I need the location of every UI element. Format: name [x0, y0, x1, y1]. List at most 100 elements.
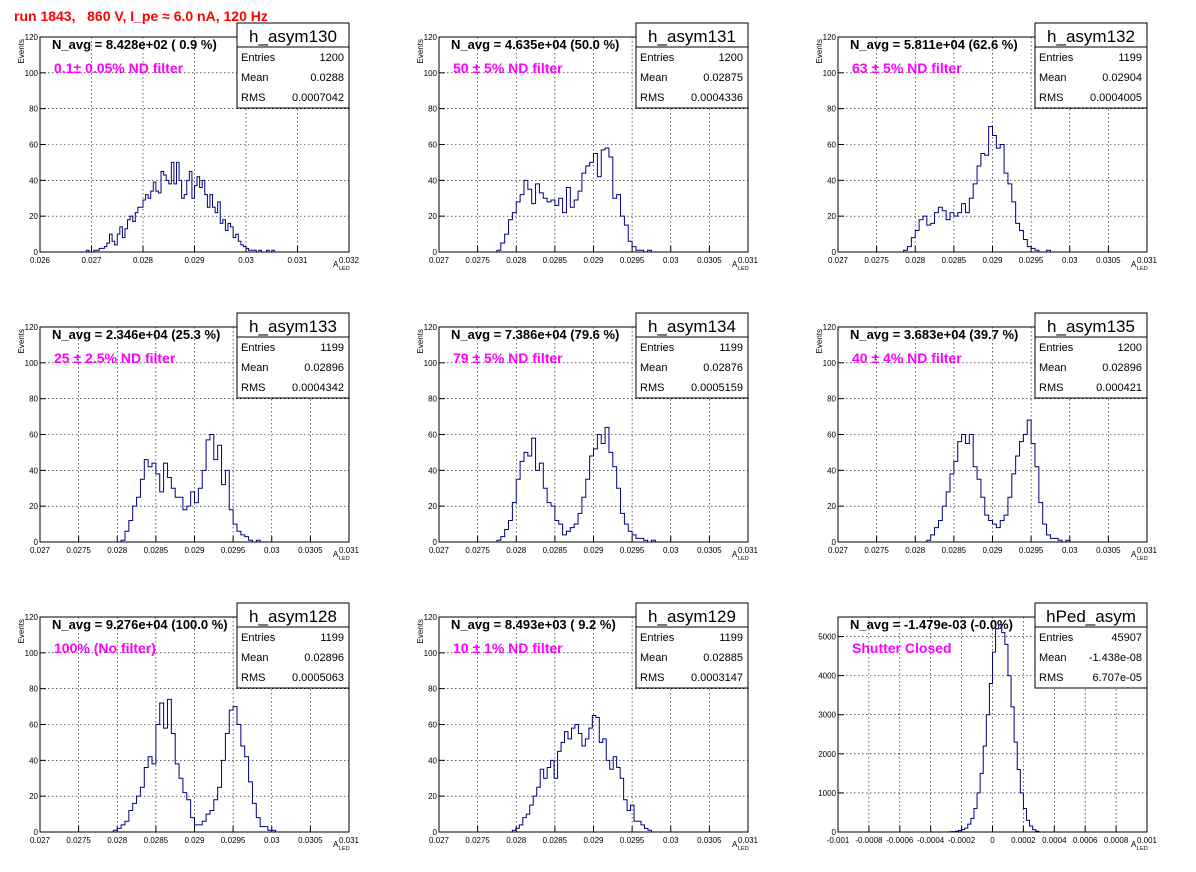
- stats-label: Mean: [1039, 362, 1067, 374]
- x-tick-label: 0.027: [429, 546, 450, 555]
- stats-value: 0.0003147: [691, 672, 743, 684]
- x-tick-label: 0.0275: [66, 836, 91, 845]
- x-tick-label: 0.0006: [1073, 836, 1098, 845]
- x-tick-label: 0.0295: [1019, 256, 1044, 265]
- x-axis-label: A: [732, 260, 738, 269]
- x-tick-label: 0.028: [107, 836, 128, 845]
- x-axis-label-subscript: LED: [738, 846, 749, 852]
- stats-title-box: [1034, 22, 1148, 48]
- y-tick-label: 100: [25, 69, 39, 78]
- navg-annotation: N_avg = 8.493e+03 ( 9.2 %): [451, 617, 616, 632]
- stats-box: [635, 336, 749, 399]
- x-tick-label: 0.028: [506, 256, 527, 265]
- x-tick-label: 0.0275: [465, 836, 490, 845]
- y-tick-label: 20: [827, 212, 836, 221]
- x-tick-label: 0.026: [30, 256, 51, 265]
- y-tick-label: 0: [832, 538, 837, 547]
- stats-label: RMS: [640, 382, 664, 394]
- y-tick-label: 4000: [818, 672, 836, 681]
- stats-value: 0.02896: [304, 362, 344, 374]
- stats-value: 45907: [1111, 632, 1142, 644]
- stats-label: RMS: [1039, 92, 1063, 104]
- stats-box: [236, 336, 350, 399]
- navg-annotation: N_avg = 5.811e+04 (62.6 %): [850, 37, 1018, 52]
- y-axis-label: Events: [815, 329, 824, 353]
- y-axis-label: Events: [17, 619, 26, 643]
- x-tick-label: 0.0305: [298, 546, 323, 555]
- stats-value: -1.438e-08: [1089, 652, 1142, 664]
- y-tick-label: 100: [424, 69, 438, 78]
- navg-annotation: N_avg = 9.276e+04 (100.0 %): [52, 617, 228, 632]
- y-tick-label: 80: [428, 395, 437, 404]
- x-tick-label: 0.031: [738, 546, 759, 555]
- histogram-series-h_asym134: [496, 426, 667, 543]
- x-tick-label: 0.029: [583, 836, 604, 845]
- x-tick-label: 0.0285: [942, 546, 967, 555]
- x-axis-label-subscript: LED: [738, 266, 749, 272]
- y-tick-label: 20: [29, 212, 38, 221]
- histogram-series-hPed_asym: [946, 624, 1040, 833]
- stats-value: 1200: [320, 52, 344, 64]
- y-tick-label: 100: [424, 359, 438, 368]
- x-tick-label: 0.0285: [543, 546, 568, 555]
- y-axis-label: Events: [17, 329, 26, 353]
- y-axis-label: Events: [416, 619, 425, 643]
- x-tick-label: 0.0004: [1042, 836, 1067, 845]
- histogram-name: h_asym131: [648, 27, 736, 46]
- x-tick-label: 0.03: [663, 836, 679, 845]
- x-tick-label: 0.029: [184, 256, 205, 265]
- histogram-panel-h_asym133: 0.027 0.0275 0.028 0.0285 0.029 0.0295 0.03 0.0…: [17, 312, 360, 562]
- stats-label: RMS: [241, 382, 265, 394]
- x-tick-label: 0.031: [738, 836, 759, 845]
- stats-value: 0.02904: [1102, 72, 1142, 84]
- y-tick-label: 100: [25, 649, 39, 658]
- y-tick-label: 40: [428, 466, 437, 475]
- histogram-panel-h_asym128: 0.027 0.0275 0.028 0.0285 0.029 0.0295 0.03 0.0…: [17, 602, 360, 852]
- y-tick-label: 0: [832, 248, 837, 257]
- stats-label: Mean: [640, 652, 668, 664]
- x-tick-label: 0.029: [184, 546, 205, 555]
- x-tick-label: 0.028: [506, 836, 527, 845]
- stats-label: Mean: [1039, 652, 1067, 664]
- y-tick-label: 20: [827, 502, 836, 511]
- histogram-series-h_asym128: [112, 698, 284, 833]
- stats-value: 0.0004005: [1090, 92, 1142, 104]
- stats-label: Mean: [241, 72, 269, 84]
- stats-label: RMS: [1039, 672, 1063, 684]
- stats-box: [635, 626, 749, 689]
- y-tick-label: 80: [827, 105, 836, 114]
- x-tick-label: 0.03: [264, 546, 280, 555]
- x-tick-label: 0.0285: [942, 256, 967, 265]
- histogram-series-h_asym132: [903, 126, 1059, 253]
- stats-box: [1034, 46, 1148, 109]
- stats-label: RMS: [640, 672, 664, 684]
- stats-value: 1199: [1118, 52, 1142, 64]
- y-tick-label: 80: [827, 395, 836, 404]
- y-tick-label: 20: [29, 502, 38, 511]
- y-tick-label: 120: [424, 613, 438, 622]
- y-tick-label: 0: [433, 248, 438, 257]
- stats-value: 6.707e-05: [1092, 672, 1142, 684]
- x-axis-label: A: [333, 840, 339, 849]
- x-tick-label: 0: [990, 836, 995, 845]
- x-tick-label: 0.0295: [1019, 546, 1044, 555]
- y-axis-label: Events: [815, 39, 824, 63]
- x-axis-label: A: [732, 550, 738, 559]
- y-tick-label: 120: [424, 323, 438, 332]
- y-tick-label: 0: [34, 538, 39, 547]
- stats-label: Mean: [241, 652, 269, 664]
- y-tick-label: 120: [823, 33, 837, 42]
- y-tick-label: 40: [827, 466, 836, 475]
- stats-value: 0.0007042: [292, 92, 344, 104]
- stats-value: 0.0004336: [691, 92, 743, 104]
- x-tick-label: 0.0285: [144, 546, 169, 555]
- x-tick-label: 0.0285: [144, 836, 169, 845]
- stats-label: Entries: [640, 52, 675, 64]
- histogram-name: h_asym135: [1047, 317, 1135, 336]
- x-tick-label: 0.0305: [697, 256, 722, 265]
- filter-label: 50 ± 5% ND filter: [453, 60, 563, 76]
- y-tick-label: 100: [424, 649, 438, 658]
- stats-box: [1034, 626, 1148, 689]
- x-axis-label: A: [1131, 260, 1137, 269]
